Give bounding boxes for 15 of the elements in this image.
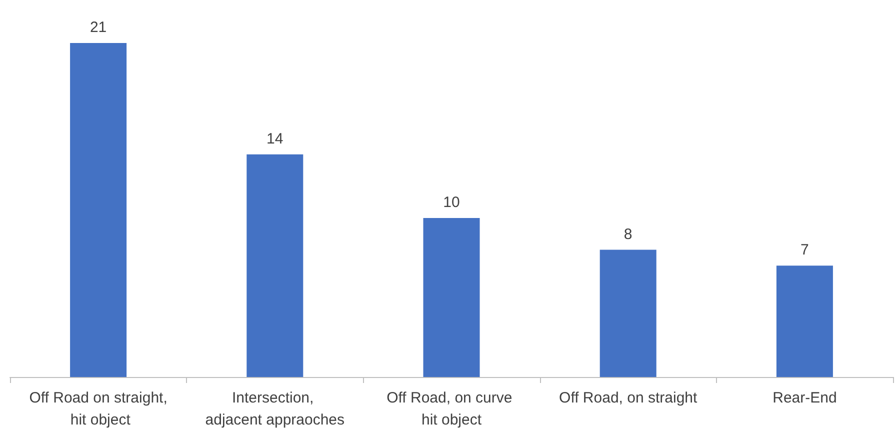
bar <box>246 154 304 377</box>
bar <box>776 266 833 377</box>
x-tick-label: Off Road, on curve hit object <box>386 390 516 428</box>
bar <box>70 43 127 377</box>
data-label: 8 <box>624 226 632 243</box>
x-tick-label: Off Road on straight, hit object <box>29 390 168 428</box>
x-tick-label: Intersection, adjacent appraoches <box>205 390 345 428</box>
bar <box>600 250 656 377</box>
data-label: 21 <box>90 19 107 36</box>
x-tick-label: Rear-End <box>772 390 837 406</box>
data-label: 7 <box>800 242 809 259</box>
bar <box>423 218 480 377</box>
data-label: 14 <box>266 130 284 148</box>
x-tick-label: Off Road, on straight <box>559 390 698 406</box>
data-label: 10 <box>443 194 460 211</box>
